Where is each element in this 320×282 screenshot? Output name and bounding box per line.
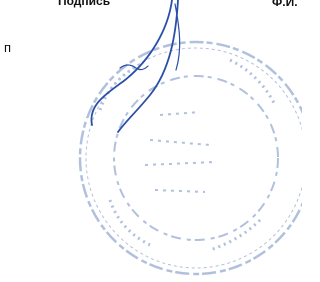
stamp-and-signature [0,0,302,282]
page: Подпись Ф.И. п (() => { const data = JSO… [0,0,302,282]
text-fragment: п [4,40,11,55]
stamp [80,42,302,274]
signature [91,0,179,132]
signature-label: Подпись [58,0,110,8]
name-label: Ф.И. [272,0,298,9]
